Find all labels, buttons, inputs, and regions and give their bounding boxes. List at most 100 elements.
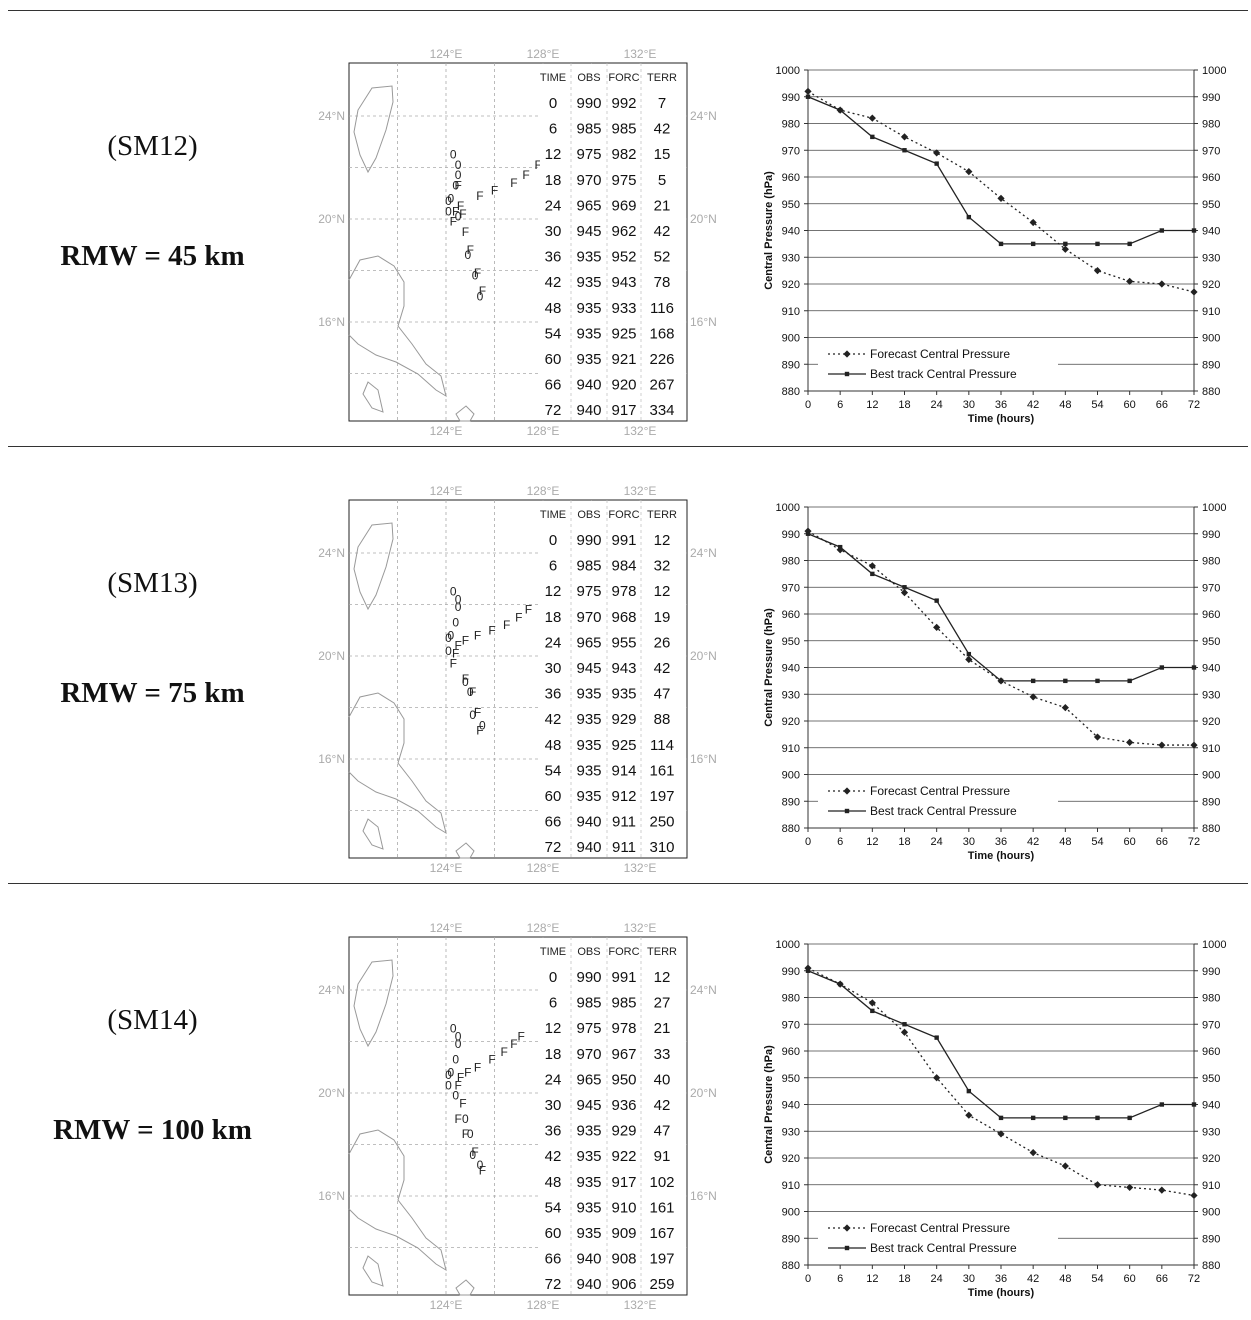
table-cell: 6 [549, 995, 557, 1012]
latitude-label: 24°N [318, 983, 345, 997]
table-cell: 0 [549, 532, 557, 549]
table-header: TIME [540, 946, 566, 958]
y-tick-label-left: 960 [782, 172, 800, 184]
point-forecast [1061, 1162, 1069, 1170]
table-cell: 925 [611, 737, 636, 754]
longitude-label: 124°E [430, 484, 463, 498]
y-tick-label-left: 920 [782, 1153, 800, 1165]
y-tick-label-right: 910 [1202, 743, 1220, 755]
x-tick-label: 6 [837, 1273, 843, 1285]
y-tick-label-right: 990 [1202, 966, 1220, 978]
longitude-label: 124°E [430, 47, 463, 61]
case-label: (SM13) [107, 567, 198, 599]
y-tick-label-right: 950 [1202, 199, 1220, 211]
table-cell: 909 [611, 1225, 636, 1242]
track-forecast-mark: F [525, 603, 532, 617]
x-tick-label: 18 [898, 399, 910, 411]
table-header: TIME [540, 72, 566, 84]
track-observed-mark: 0 [477, 1158, 484, 1172]
table-cell: 975 [576, 146, 601, 163]
table-cell: 12 [654, 532, 671, 549]
track-forecast-mark: F [462, 634, 469, 648]
point-forecast [868, 114, 876, 122]
table-cell: 917 [611, 1174, 636, 1191]
rmw-label: RMW = 45 km [60, 240, 245, 272]
point-forecast [965, 168, 973, 176]
point-forecast [1158, 1186, 1166, 1194]
x-tick-label: 48 [1059, 1273, 1071, 1285]
point-forecast [1190, 288, 1198, 296]
x-tick-label: 0 [805, 836, 811, 848]
point-forecast [1093, 733, 1102, 741]
table-cell: 978 [611, 583, 636, 600]
x-axis-title: Time (hours) [968, 413, 1035, 425]
table-cell: 929 [611, 1123, 636, 1140]
point-best-track [1095, 241, 1100, 247]
track-observed-mark: 0 [467, 1127, 474, 1141]
table-cell: 940 [576, 402, 601, 419]
y-tick-label-right: 950 [1202, 1073, 1220, 1085]
coastline [362, 818, 384, 850]
table-cell: 910 [611, 1199, 636, 1216]
y-tick-label-left: 980 [782, 556, 800, 568]
track-observed-mark: 0 [455, 1037, 462, 1051]
point-best-track [966, 214, 972, 220]
y-tick-label-left: 900 [782, 333, 800, 345]
x-tick-label: 0 [805, 1273, 811, 1285]
track-forecast-mark: F [501, 1045, 508, 1059]
table-cell: 935 [576, 274, 601, 291]
x-tick-label: 24 [931, 836, 943, 848]
point-best-track [1159, 665, 1165, 670]
table-cell: 334 [649, 402, 674, 419]
y-tick-label-left: 1000 [776, 939, 800, 951]
point-best-track [998, 1115, 1004, 1121]
track-observed-mark: 0 [445, 1068, 452, 1082]
table-cell: 945 [576, 660, 601, 677]
point-forecast [1158, 741, 1166, 749]
point-best-track [1095, 678, 1100, 684]
latitude-label: 24°N [318, 546, 345, 560]
table-cell: 42 [654, 660, 671, 677]
table-cell: 935 [576, 1123, 601, 1140]
legend-marker-forecast [843, 350, 851, 358]
track-observed-mark: 0 [445, 194, 452, 208]
point-forecast [836, 980, 844, 988]
table-cell: 226 [649, 351, 674, 368]
y-tick-label-left: 940 [782, 663, 800, 675]
latitude-label: 24°N [690, 983, 717, 997]
y-tick-label-left: 930 [782, 1126, 800, 1138]
x-tick-label: 66 [1156, 1273, 1168, 1285]
legend-background [818, 340, 1058, 384]
table-background [540, 938, 686, 1294]
track-forecast-mark: F [476, 189, 483, 203]
point-best-track [1127, 241, 1132, 247]
table-cell: 72 [545, 402, 562, 419]
table-cell: 940 [576, 1276, 601, 1293]
y-tick-label-right: 1000 [1202, 502, 1226, 514]
table-cell: 26 [654, 634, 671, 651]
x-tick-label: 54 [1091, 399, 1103, 411]
legend-label-forecast: Forecast Central Pressure [870, 347, 1010, 361]
point-forecast [997, 1130, 1005, 1138]
point-best-track [934, 598, 939, 603]
table-cell: 945 [576, 223, 601, 240]
table-cell: 12 [545, 1020, 562, 1037]
y-tick-label-left: 890 [782, 796, 800, 808]
table-cell: 27 [654, 995, 671, 1012]
table-cell: 30 [545, 660, 562, 677]
longitude-label: 132°E [624, 424, 657, 438]
track-observed-mark: 0 [462, 1112, 469, 1126]
table-cell: 975 [576, 1020, 601, 1037]
case-figures: 124°E 124°E 128°E 128°E 132°E 132°E 24°N 24°N 20… [318, 921, 1226, 1312]
latitude-label: 20°N [690, 1086, 717, 1100]
track-observed-mark: 0 [455, 600, 462, 614]
point-best-track [902, 148, 907, 153]
track-observed-mark: 0 [479, 719, 486, 733]
y-tick-label-left: 990 [782, 966, 800, 978]
y-axis-title: Central Pressure (hPa) [763, 171, 775, 290]
case-row-sm12: (SM12) RMW = 45 km 124°E 124°E 128°E 128°E 1… [0, 10, 1251, 446]
x-axis-title: Time (hours) [968, 1287, 1035, 1299]
track-forecast-mark: F [474, 628, 481, 642]
track-observed-mark: 0 [445, 644, 452, 658]
table-cell: 66 [545, 814, 562, 831]
